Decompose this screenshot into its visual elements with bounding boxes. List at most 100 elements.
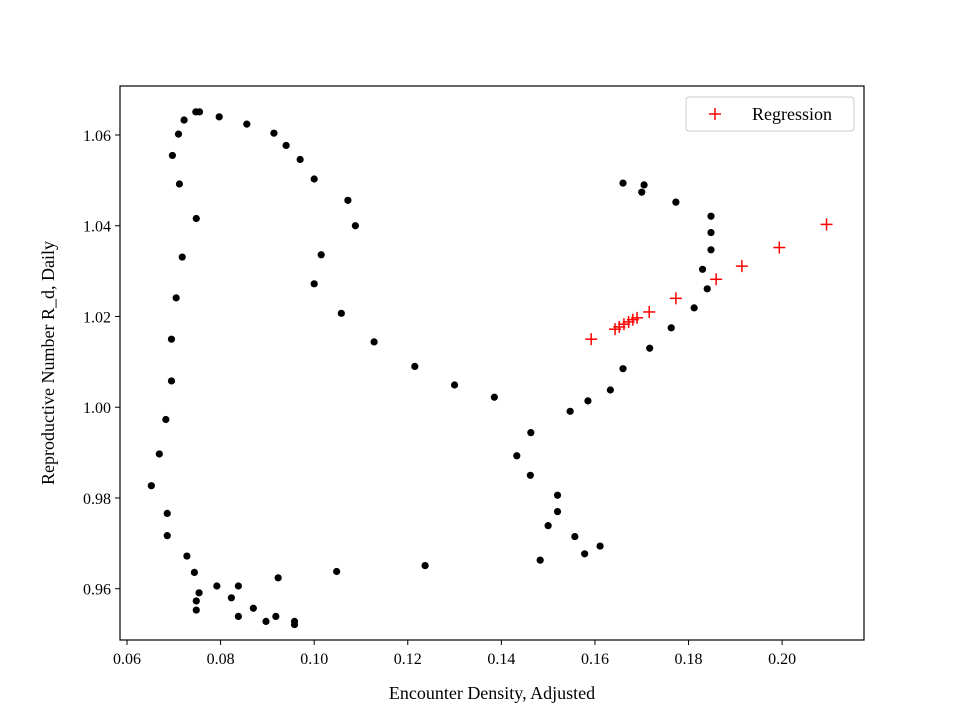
x-tick-label: 0.06	[113, 651, 141, 668]
x-axis-label: Encounter Density, Adjusted	[389, 683, 595, 703]
data-point	[527, 429, 535, 437]
data-point	[703, 285, 711, 293]
data-point	[344, 196, 352, 204]
data-point	[234, 582, 242, 590]
data-point	[638, 188, 646, 196]
regression-point	[820, 218, 833, 231]
data-point	[553, 491, 562, 499]
y-tick-label: 1.00	[83, 400, 111, 417]
data-point	[526, 471, 534, 479]
y-tick-label: 1.06	[83, 128, 111, 145]
regression-point	[773, 241, 786, 254]
regression-point	[669, 292, 682, 305]
plot-marks	[147, 108, 833, 629]
data-point	[272, 612, 280, 621]
data-point	[174, 130, 183, 138]
regression-point	[631, 311, 644, 324]
data-point	[584, 397, 592, 405]
data-point	[536, 556, 544, 564]
x-tick-label: 0.18	[675, 651, 703, 668]
data-point	[192, 597, 200, 605]
data-point	[162, 415, 170, 424]
data-point	[178, 253, 186, 261]
regression-point	[735, 260, 748, 273]
x-tick-label: 0.16	[581, 651, 609, 668]
data-point	[270, 129, 278, 137]
data-point	[290, 620, 299, 629]
data-point	[690, 304, 698, 312]
data-point	[195, 108, 204, 116]
regression-point	[585, 333, 598, 346]
data-point	[183, 552, 191, 560]
data-point	[337, 309, 345, 317]
data-point	[168, 151, 177, 160]
data-point	[172, 294, 180, 302]
data-point	[698, 265, 707, 273]
data-point	[310, 280, 318, 288]
legend-box	[685, 96, 855, 132]
x-axis: 0.06 0.08 0.10 0.12 0.14 0.16 0.18 0.20	[113, 640, 796, 668]
data-point	[672, 198, 680, 206]
data-point	[192, 606, 200, 614]
legend-plus-marker	[709, 108, 721, 120]
plot-frame	[119, 85, 865, 641]
data-point	[707, 212, 715, 220]
data-point	[553, 507, 562, 516]
x-tick-label: 0.20	[768, 651, 796, 668]
data-point	[667, 324, 675, 332]
data-point	[190, 568, 198, 576]
data-point	[619, 365, 627, 373]
data-point	[351, 222, 359, 230]
data-point	[243, 120, 251, 128]
data-point	[707, 228, 715, 237]
data-point	[411, 362, 419, 371]
y-tick-label: 0.96	[83, 582, 111, 599]
legend-label-regression: Regression	[752, 104, 832, 124]
data-point	[606, 386, 614, 394]
data-point	[296, 155, 304, 164]
x-tick-label: 0.10	[300, 651, 328, 668]
data-point	[227, 594, 235, 602]
data-point	[274, 574, 282, 582]
data-point	[619, 179, 627, 187]
data-point	[163, 509, 171, 518]
data-point	[596, 542, 604, 550]
data-point	[513, 452, 521, 460]
data-point	[155, 450, 163, 458]
y-tick-label: 0.98	[83, 491, 111, 508]
data-point	[544, 522, 552, 530]
data-point	[333, 567, 341, 576]
data-point	[370, 338, 378, 346]
data-point	[167, 377, 176, 385]
data-point	[249, 604, 257, 612]
legend: Regression	[685, 96, 855, 132]
data-point	[163, 532, 171, 540]
data-point	[450, 381, 459, 389]
data-point	[310, 175, 318, 183]
data-point	[175, 180, 184, 188]
data-point	[707, 246, 715, 254]
data-point	[566, 407, 574, 415]
data-point	[180, 116, 188, 124]
data-point	[421, 561, 429, 570]
data-point	[213, 582, 221, 590]
y-tick-label: 1.02	[83, 309, 111, 326]
data-point	[646, 344, 654, 352]
data-point	[147, 482, 155, 490]
data-point	[215, 113, 223, 121]
data-point	[192, 214, 200, 223]
data-point	[581, 550, 589, 558]
data-point	[234, 612, 242, 621]
regression-point	[710, 273, 723, 286]
x-tick-label: 0.14	[487, 651, 515, 668]
y-axis: 0.96 0.98 1.00 1.02 1.04 1.06	[83, 128, 120, 599]
x-tick-label: 0.08	[207, 651, 235, 668]
x-tick-label: 0.12	[394, 651, 422, 668]
data-point	[571, 532, 579, 541]
regression-point	[643, 305, 656, 318]
data-point	[282, 141, 290, 150]
data-point	[317, 251, 325, 259]
data-point	[167, 335, 176, 343]
y-tick-label: 1.04	[83, 219, 111, 236]
